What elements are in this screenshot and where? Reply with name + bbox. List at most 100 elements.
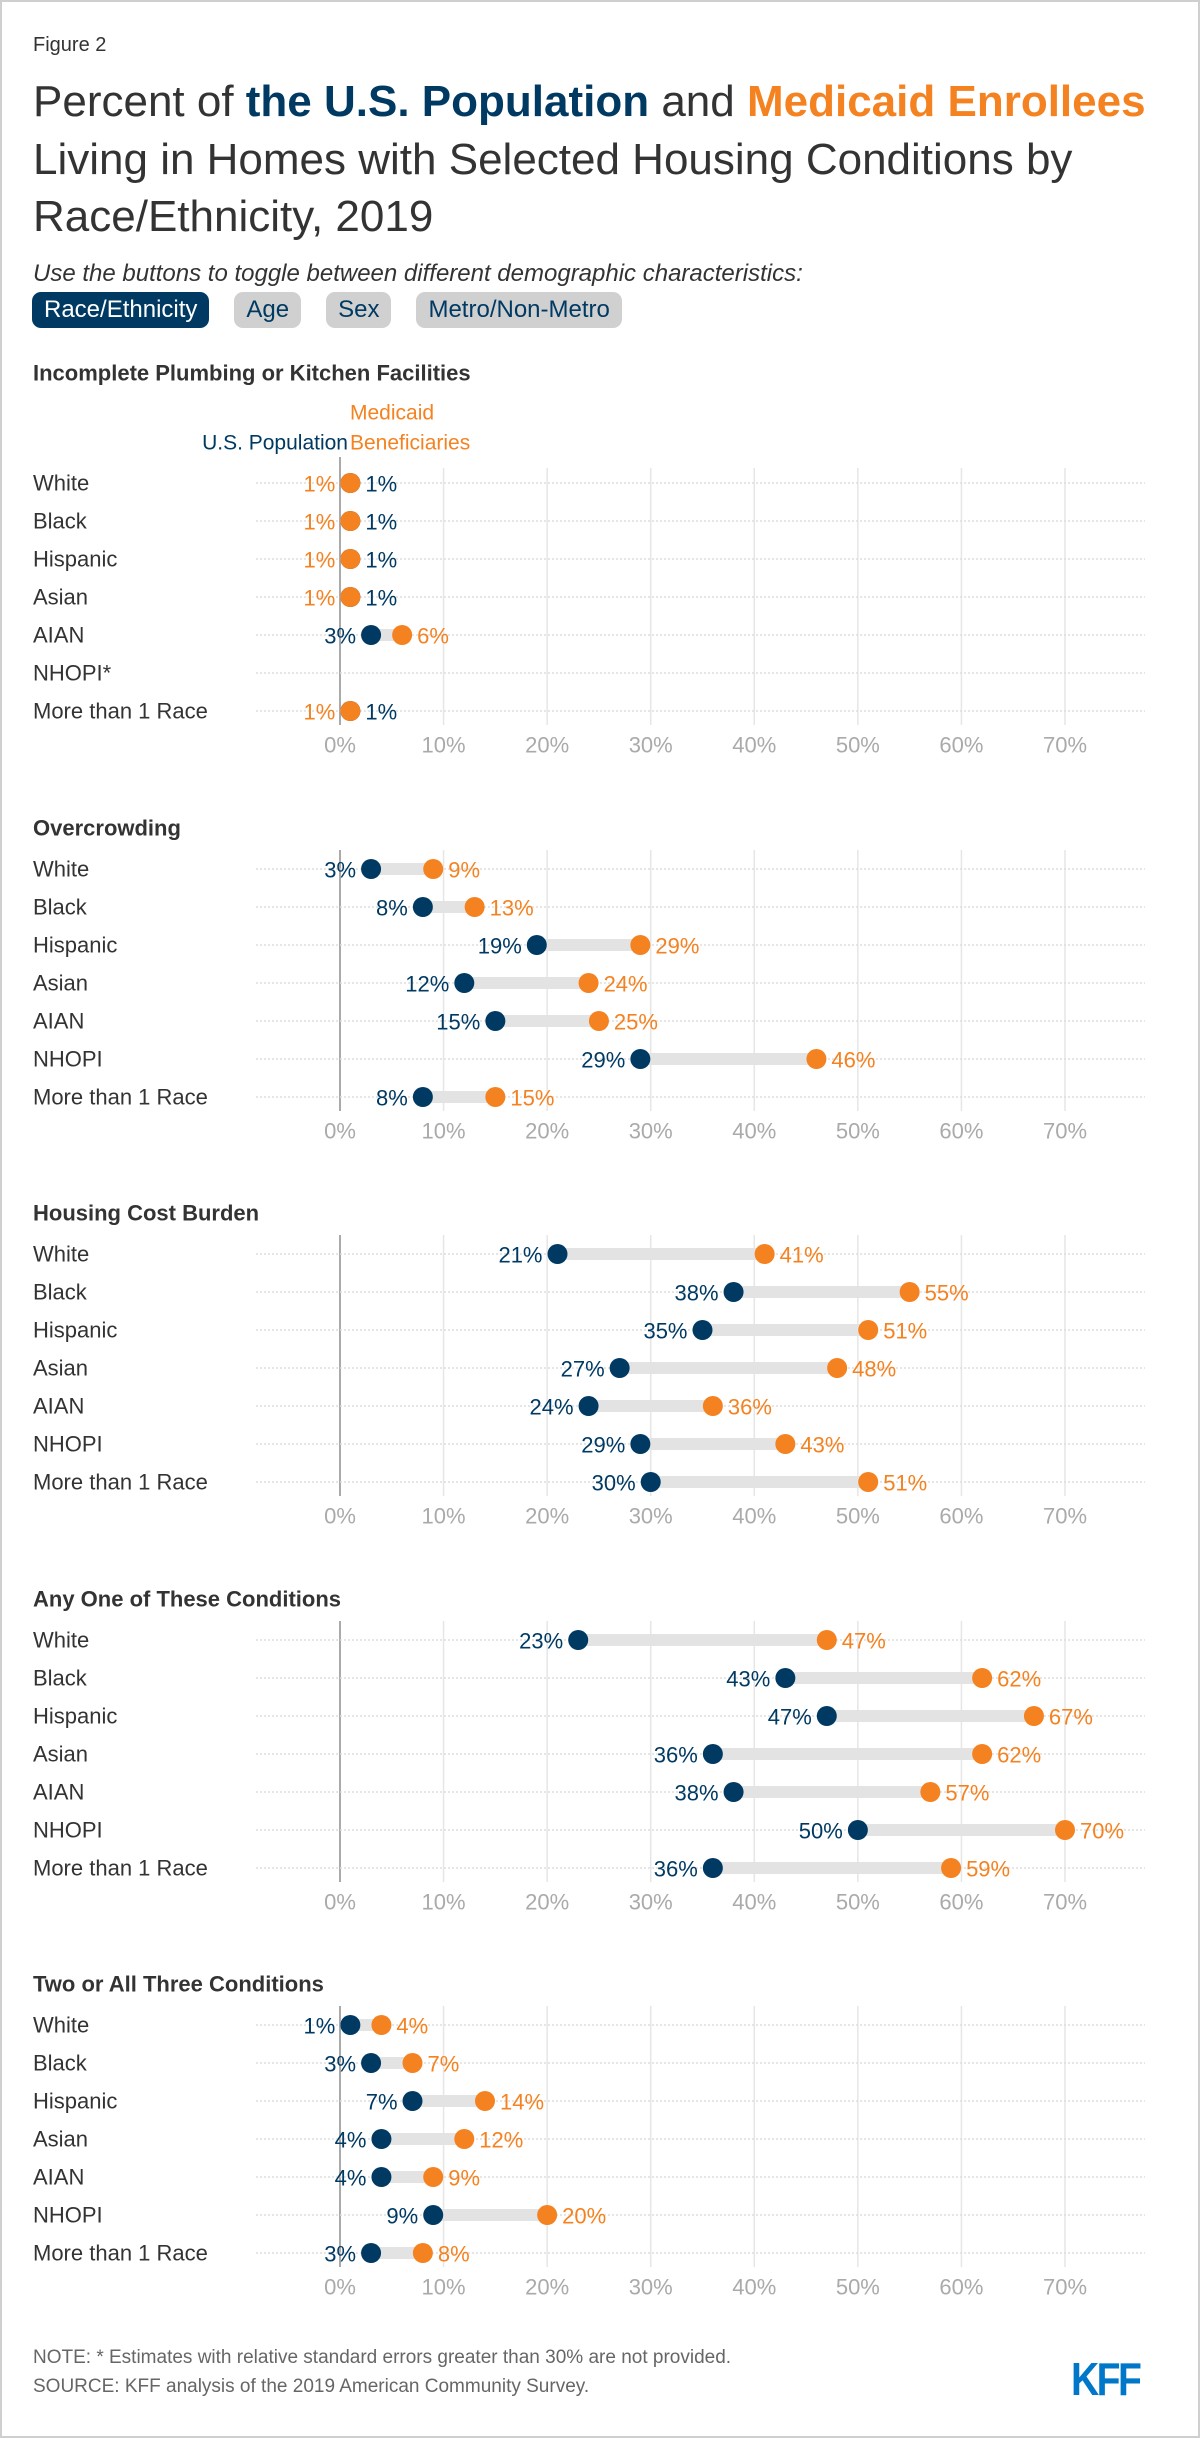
toggle-metro-button[interactable]: Metro/Non-Metro <box>416 292 622 328</box>
x-tick-label: 20% <box>525 1119 569 1144</box>
us-population-dot <box>371 2167 392 2187</box>
row-label: Black <box>33 2051 88 2076</box>
medicaid-dot <box>423 2167 444 2187</box>
row-label: White <box>33 1242 89 1267</box>
toggle-race-ethnicity-button[interactable]: Race/Ethnicity <box>32 292 210 328</box>
medicaid-value-label: 51% <box>883 1471 927 1496</box>
x-tick-label: 20% <box>525 1504 569 1529</box>
medicaid-value-label: 1% <box>304 586 336 611</box>
row-label: More than 1 Race <box>33 1470 208 1495</box>
row-label: NHOPI* <box>33 661 112 686</box>
medicaid-value-label: 67% <box>1049 1705 1093 1730</box>
x-tick-label: 20% <box>525 2275 569 2300</box>
medicaid-dot <box>827 1358 848 1378</box>
us-value-label: 1% <box>365 510 397 535</box>
legend-us-population: U.S. Population <box>202 432 348 455</box>
us-value-label: 8% <box>376 1086 408 1111</box>
medicaid-dot <box>702 1396 723 1416</box>
toggle-buttons: Race/Ethnicity Age Sex Metro/Non-Metro <box>32 292 622 328</box>
us-population-dot <box>692 1320 713 1340</box>
us-population-dot <box>847 1820 868 1840</box>
us-population-dot <box>578 1396 599 1416</box>
row-label: Black <box>33 895 88 920</box>
us-population-dot <box>630 1434 651 1454</box>
row-label: Asian <box>33 1356 88 1381</box>
row-label: Black <box>33 1280 88 1305</box>
us-value-label: 36% <box>654 1857 698 1882</box>
panel-title: Any One of These Conditions <box>33 1587 341 1612</box>
medicaid-dot <box>340 511 361 531</box>
x-tick-label: 40% <box>732 1504 776 1529</box>
us-population-dot <box>412 897 433 917</box>
legend-medicaid: Medicaid <box>350 402 434 425</box>
medicaid-dot <box>1055 1820 1075 1840</box>
medicaid-value-label: 1% <box>304 472 336 497</box>
medicaid-dot <box>806 1049 827 1069</box>
x-tick-label: 40% <box>732 1890 776 1915</box>
medicaid-value-label: 20% <box>562 2204 606 2229</box>
row-label: Hispanic <box>33 2089 117 2114</box>
row-label: AIAN <box>33 2165 84 2190</box>
figure-label: Figure 2 <box>33 34 107 56</box>
medicaid-dot <box>1023 1706 1044 1726</box>
medicaid-dot <box>402 2053 423 2073</box>
medicaid-value-label: 1% <box>304 548 336 573</box>
us-value-label: 12% <box>405 972 449 997</box>
row-label: Hispanic <box>33 1318 117 1343</box>
medicaid-value-label: 62% <box>997 1743 1041 1768</box>
x-tick-label: 30% <box>629 1504 673 1529</box>
medicaid-dot <box>775 1434 796 1454</box>
medicaid-dot <box>588 1011 609 1031</box>
x-tick-label: 70% <box>1043 2275 1087 2300</box>
us-value-label: 9% <box>386 2204 418 2229</box>
us-value-label: 3% <box>324 2242 356 2267</box>
medicaid-value-label: 46% <box>831 1048 875 1073</box>
medicaid-value-label: 13% <box>490 896 534 921</box>
x-tick-label: 60% <box>939 733 983 758</box>
row-label: NHOPI <box>33 2203 103 2228</box>
medicaid-value-label: 4% <box>396 2014 428 2039</box>
us-population-dot <box>568 1630 589 1650</box>
x-tick-label: 40% <box>732 733 776 758</box>
medicaid-dot <box>754 1244 775 1264</box>
medicaid-dot <box>899 1282 920 1302</box>
row-label: Hispanic <box>33 547 117 572</box>
x-tick-label: 50% <box>836 2275 880 2300</box>
us-population-dot <box>340 2015 361 2035</box>
us-value-label: 43% <box>726 1667 770 1692</box>
x-tick-label: 0% <box>324 1119 356 1144</box>
kff-logo: KFF <box>1071 2353 1142 2405</box>
medicaid-value-label: 47% <box>842 1629 886 1654</box>
row-label: More than 1 Race <box>33 1856 208 1881</box>
medicaid-dot <box>537 2205 558 2225</box>
us-population-dot <box>412 1087 433 1107</box>
row-label: Hispanic <box>33 1704 117 1729</box>
us-population-dot <box>775 1668 796 1688</box>
medicaid-value-label: 36% <box>728 1395 772 1420</box>
title-part: Living in Homes with Selected Housing Co… <box>33 134 1073 242</box>
us-value-label: 1% <box>365 586 397 611</box>
x-tick-label: 50% <box>836 1504 880 1529</box>
x-tick-label: 30% <box>629 2275 673 2300</box>
x-tick-label: 70% <box>1043 1119 1087 1144</box>
row-label: Asian <box>33 971 88 996</box>
medicaid-dot <box>340 549 361 569</box>
toggle-sex-button[interactable]: Sex <box>326 292 392 328</box>
medicaid-value-label: 14% <box>500 2090 544 2115</box>
row-label: AIAN <box>33 1009 84 1034</box>
medicaid-value-label: 43% <box>800 1433 844 1458</box>
x-tick-label: 40% <box>732 1119 776 1144</box>
us-value-label: 27% <box>561 1357 605 1382</box>
footer-source: SOURCE: KFF analysis of the 2019 America… <box>33 2376 590 2397</box>
x-tick-label: 30% <box>629 1119 673 1144</box>
medicaid-value-label: 59% <box>966 1857 1010 1882</box>
title-part: and <box>649 77 747 126</box>
medicaid-value-label: 12% <box>479 2128 523 2153</box>
toggle-age-button[interactable]: Age <box>234 292 302 328</box>
us-value-label: 1% <box>304 2014 336 2039</box>
medicaid-value-label: 1% <box>304 700 336 725</box>
us-value-label: 29% <box>581 1048 625 1073</box>
us-value-label: 38% <box>675 1781 719 1806</box>
x-tick-label: 10% <box>422 1504 466 1529</box>
